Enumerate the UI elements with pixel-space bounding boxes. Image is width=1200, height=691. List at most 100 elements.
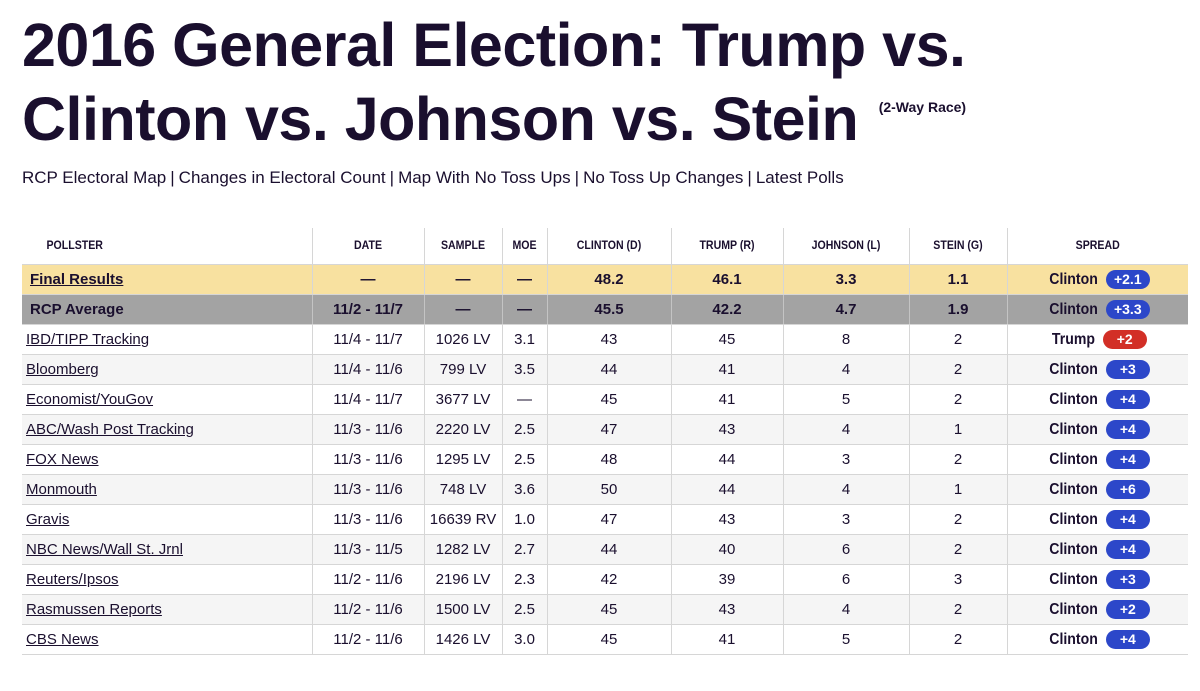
date-cell: 11/3 - 11/5 [312,534,425,565]
spread-badge: +3.3 [1105,300,1150,319]
date-cell: 11/4 - 11/7 [312,384,425,415]
stein-cell: 2 [909,324,1008,355]
header-moe[interactable]: MOE [503,228,546,265]
pollster-link[interactable]: Rasmussen Reports [26,601,162,618]
date-cell: 11/4 - 11/7 [312,324,425,355]
stein-cell: 2 [909,594,1008,625]
pollster-link[interactable]: Reuters/Ipsos [26,571,119,588]
final-date: — [312,264,425,295]
stein-cell: 3 [909,564,1008,595]
spread-badge: +2.1 [1105,270,1150,289]
clinton-cell: 45 [547,594,672,625]
spread: Clinton +4 [1046,450,1150,469]
johnson-cell: 5 [783,624,910,655]
header-trump[interactable]: TRUMP (R) [675,228,779,265]
header-clinton[interactable]: CLINTON (D) [551,228,667,265]
trump-cell: 41 [671,354,784,385]
stein-cell: 2 [909,504,1008,535]
spread-cell: Clinton +4 [1007,444,1188,475]
spread-badge: +4 [1105,540,1150,559]
final-results-link[interactable]: Final Results [30,271,124,288]
stein-cell: 2 [909,444,1008,475]
pollster-link[interactable]: Economist/YouGov [26,391,154,408]
average-johnson: 4.7 [783,294,910,325]
trump-cell: 43 [671,414,784,445]
pollster-cell: Monmouth [22,474,313,505]
clinton-cell: 45 [547,624,672,655]
pollster-link[interactable]: FOX News [26,451,99,468]
stein-cell: 2 [909,384,1008,415]
trump-cell: 41 [671,624,784,655]
trump-cell: 44 [671,444,784,475]
trump-cell: 45 [671,324,784,355]
spread-leader: Clinton [1049,510,1098,528]
johnson-cell: 3 [783,444,910,475]
sample-cell: 1500 LV [424,594,503,625]
header-date[interactable]: DATE [316,228,420,265]
clinton-cell: 47 [547,414,672,445]
pollster-cell: Gravis [22,504,313,535]
header-johnson[interactable]: JOHNSON (L) [788,228,905,265]
spread-cell: Clinton +4 [1007,504,1188,535]
header-stein[interactable]: STEIN (G) [912,228,1004,265]
final-johnson: 3.3 [783,264,910,295]
pollster-link[interactable]: CBS News [26,631,99,648]
final-clinton: 48.2 [547,264,672,295]
spread-leader: Clinton [1049,390,1098,408]
spread-badge: +2 [1102,330,1147,349]
spread-leader: Clinton [1049,600,1098,618]
table-row: Reuters/Ipsos 11/2 - 11/6 2196 LV 2.3 42 39 6 3… [22,564,1188,595]
table-row: CBS News 11/2 - 11/6 1426 LV 3.0 45 41 5 2 Clint… [22,624,1188,655]
pollster-link[interactable]: Gravis [26,511,70,528]
header-pollster[interactable]: POLLSTER [33,228,301,265]
page-title-text: 2016 General Election: Trump vs. Clinton… [22,11,966,153]
nav-link-map-with-no-toss-ups[interactable]: Map With No Toss Ups [398,168,571,187]
pollster-cell: NBC News/Wall St. Jrnl [22,534,313,565]
stein-cell: 2 [909,624,1008,655]
moe-cell: 2.5 [502,414,548,445]
johnson-cell: 4 [783,354,910,385]
spread-leader: Clinton [1049,270,1098,288]
pollster-link[interactable]: ABC/Wash Post Tracking [26,421,194,438]
johnson-cell: 8 [783,324,910,355]
johnson-cell: 4 [783,414,910,445]
spread-cell: Clinton +3 [1007,564,1188,595]
spread-cell: Clinton +4 [1007,624,1188,655]
final-results-row: Final Results — — — 48.2 46.1 3.3 1.1 Cl… [22,264,1188,295]
nav-link-latest-polls[interactable]: Latest Polls [755,168,844,187]
pollster-cell: ABC/Wash Post Tracking [22,414,313,445]
pollster-link[interactable]: IBD/TIPP Tracking [26,331,150,348]
average-clinton: 45.5 [547,294,672,325]
moe-cell: 1.0 [502,504,548,535]
pollster-link[interactable]: Monmouth [26,481,97,498]
trump-cell: 40 [671,534,784,565]
table-row: Monmouth 11/3 - 11/6 748 LV 3.6 50 44 4 1 Clinto… [22,474,1188,505]
sample-cell: 1295 LV [424,444,503,475]
pollster-link[interactable]: NBC News/Wall St. Jrnl [26,541,183,558]
nav-link-changes-in-electoral-count[interactable]: Changes in Electoral Count [178,168,386,187]
sample-cell: 1282 LV [424,534,503,565]
spread-leader: Clinton [1049,540,1098,558]
pollster-link[interactable]: Bloomberg [26,361,99,378]
pollster-cell: Economist/YouGov [22,384,313,415]
sample-cell: 2196 LV [424,564,503,595]
johnson-cell: 6 [783,564,910,595]
johnson-cell: 3 [783,504,910,535]
pollster-cell: Bloomberg [22,354,313,385]
table-row: Gravis 11/3 - 11/6 16639 RV 1.0 47 43 3 2 Clinto… [22,504,1188,535]
nav-link-rcp-electoral-map[interactable]: RCP Electoral Map [22,168,167,187]
average-spread: Clinton +3.3 [1046,300,1150,319]
table-row: FOX News 11/3 - 11/6 1295 LV 2.5 48 44 3 2 Clint… [22,444,1188,475]
pollster-cell: Rasmussen Reports [22,594,313,625]
spread-badge: +4 [1105,390,1150,409]
spread-badge: +4 [1105,420,1150,439]
date-cell: 11/3 - 11/6 [312,444,425,475]
johnson-cell: 4 [783,474,910,505]
spread: Clinton +4 [1046,390,1150,409]
nav-link-no-toss-up-changes[interactable]: No Toss Up Changes [583,168,744,187]
header-spread[interactable]: SPREAD [1014,228,1181,265]
header-sample[interactable]: SAMPLE [427,228,500,265]
spread-cell: Clinton +4 [1007,414,1188,445]
moe-cell: 3.5 [502,354,548,385]
moe-cell: 2.5 [502,594,548,625]
